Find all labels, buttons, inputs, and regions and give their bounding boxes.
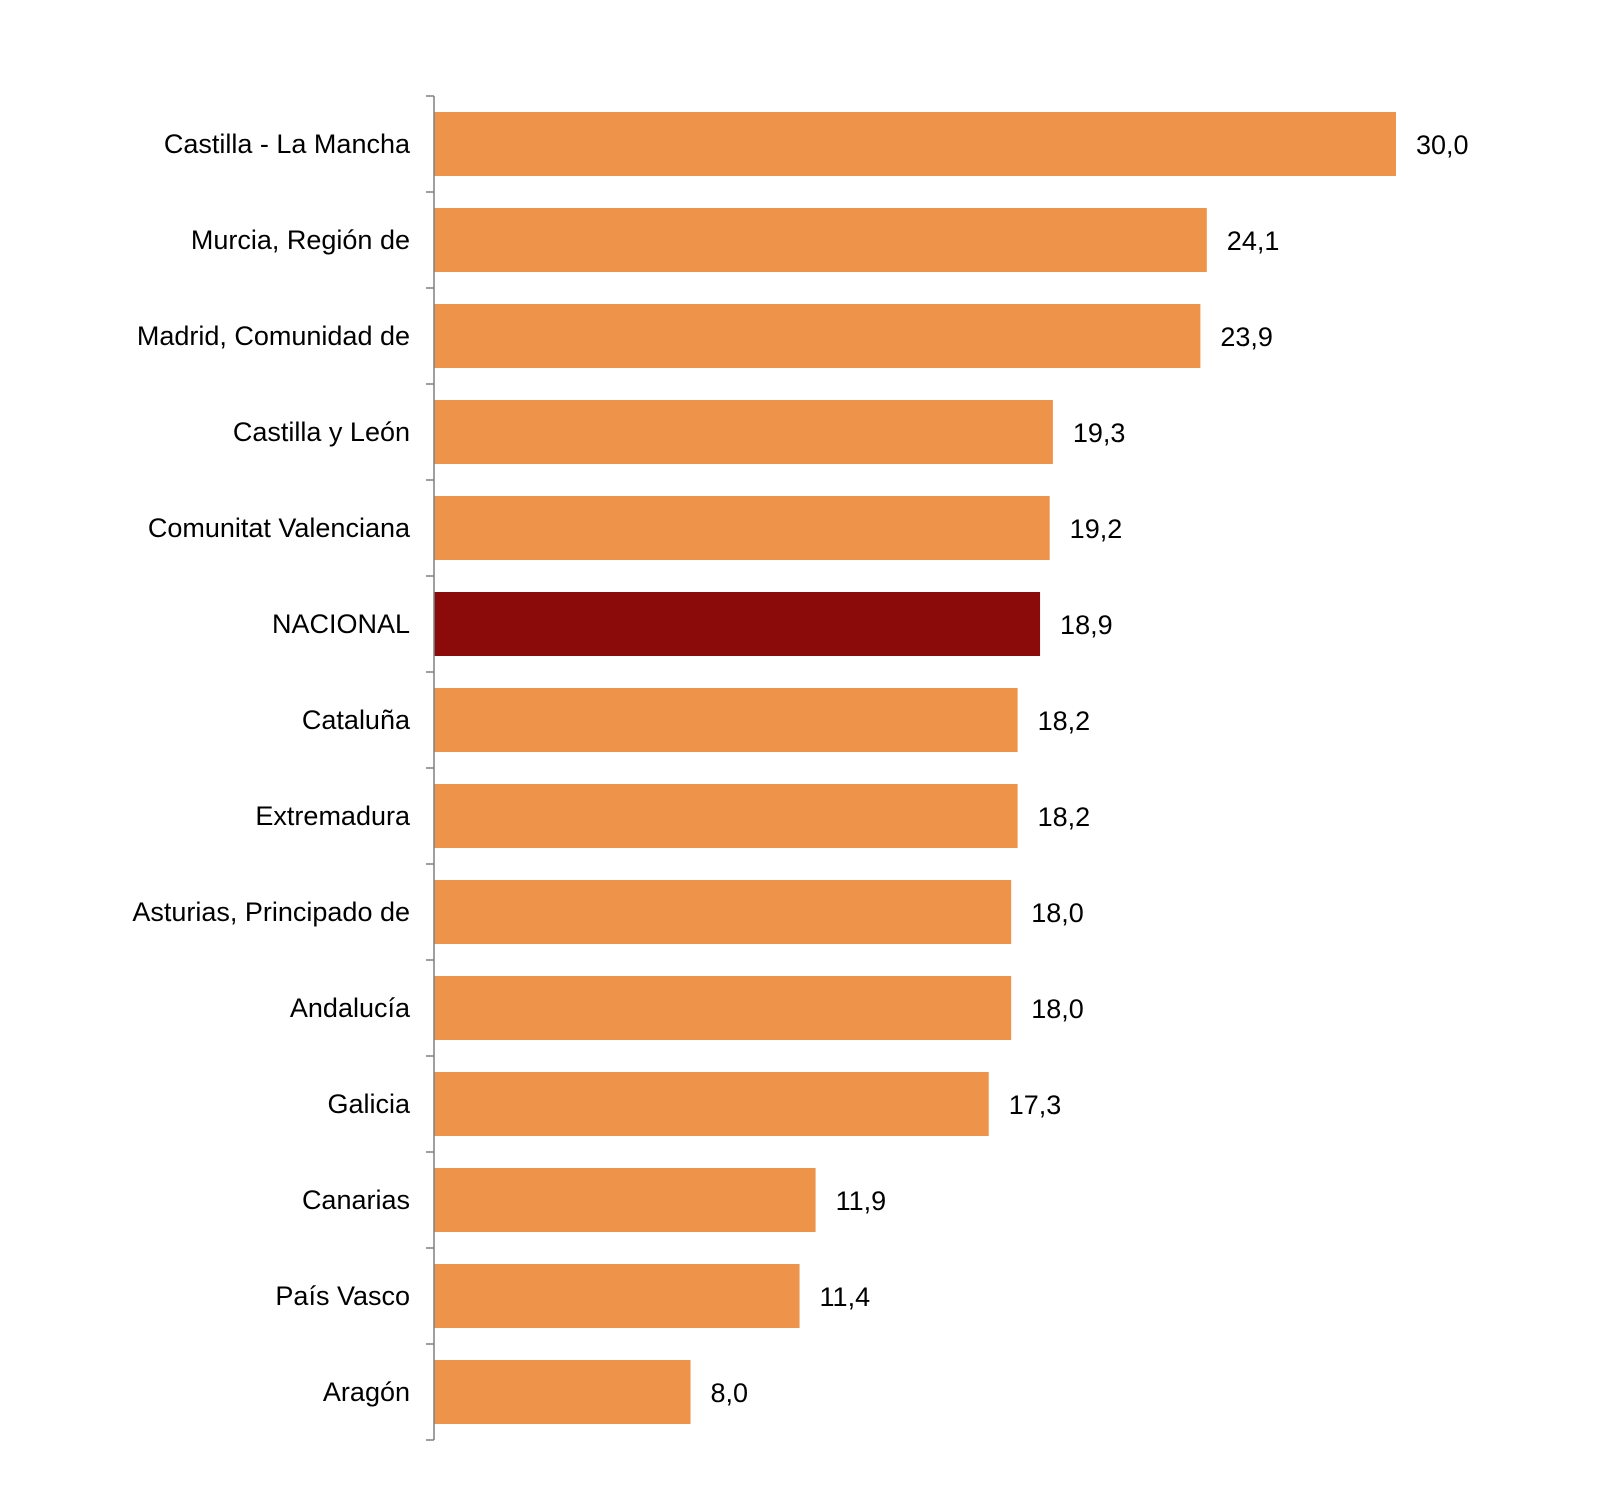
data-label: 23,9 [1220,322,1273,352]
data-label: 17,3 [1009,1090,1062,1120]
category-label: País Vasco [275,1281,410,1311]
bar [434,112,1396,176]
labels-layer: Castilla - La Mancha 30,0 Murcia, Región d… [132,129,1468,1408]
bar [434,496,1050,560]
data-label: 30,0 [1416,130,1469,160]
category-label: Andalucía [290,993,411,1023]
data-label: 18,2 [1038,706,1091,736]
bar [434,976,1012,1040]
bar [434,592,1041,656]
bar [434,1168,816,1232]
bar [434,1360,691,1424]
data-label: 18,0 [1031,994,1084,1024]
category-label: Madrid, Comunidad de [137,321,410,351]
category-label: Castilla - La Mancha [164,129,411,159]
bar [434,400,1053,464]
bar [434,880,1012,944]
category-label: Murcia, Región de [191,225,410,255]
category-label: Castilla y León [233,417,410,447]
data-label: 19,2 [1070,514,1123,544]
data-label: 8,0 [711,1378,749,1408]
bar [434,304,1201,368]
data-label: 11,4 [820,1282,871,1312]
data-label: 18,2 [1038,802,1091,832]
category-label: NACIONAL [272,609,410,639]
bar [434,688,1018,752]
y-axis [426,95,435,1441]
data-label: 18,0 [1031,898,1084,928]
category-label: Asturias, Principado de [132,897,410,927]
category-label: Aragón [323,1377,410,1407]
category-label: Canarias [302,1185,410,1215]
data-label: 24,1 [1227,226,1280,256]
bar [434,208,1207,272]
category-label: Extremadura [255,801,411,831]
category-label: Cataluña [302,705,411,735]
category-label: Comunitat Valenciana [148,513,411,543]
data-label: 11,9 [836,1186,887,1216]
bars-layer [434,112,1396,1424]
bar [434,1072,989,1136]
data-label: 18,9 [1060,610,1113,640]
data-label: 19,3 [1073,418,1126,448]
bar [434,1264,800,1328]
category-label: Galicia [327,1089,411,1119]
bar [434,784,1018,848]
